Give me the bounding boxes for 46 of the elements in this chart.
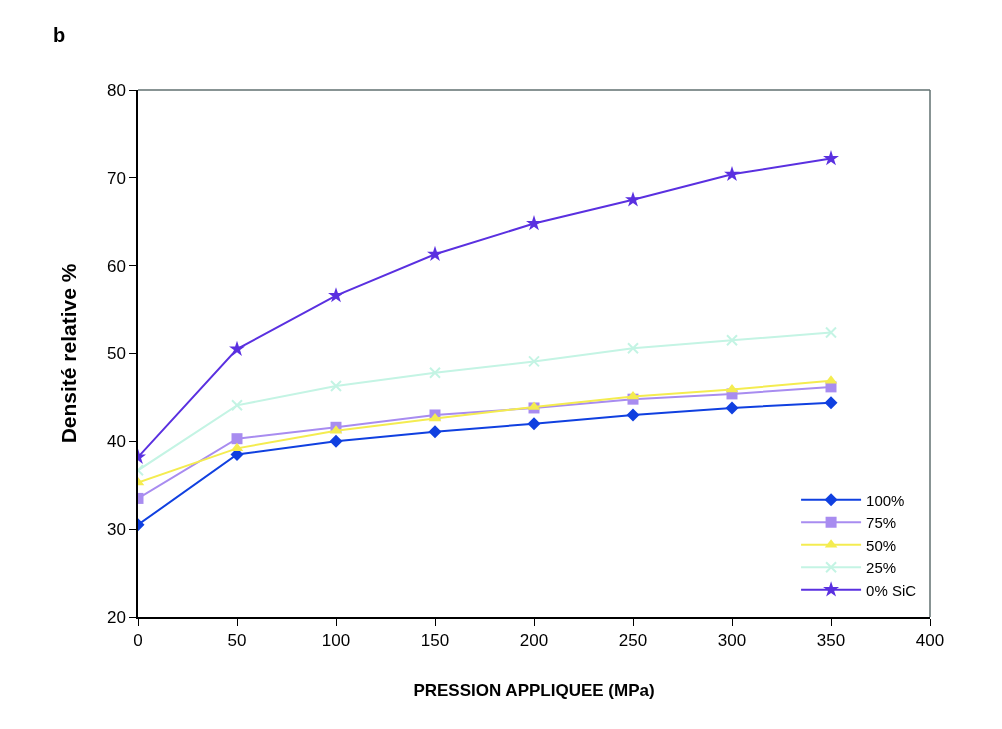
x-tick-label: 350 (816, 631, 846, 651)
y-tick-label: 40 (106, 432, 126, 452)
x-tick-label: 250 (618, 631, 648, 651)
x-tick-label: 150 (420, 631, 450, 651)
point (726, 334, 738, 347)
y-tick-label: 70 (106, 168, 126, 188)
point (231, 433, 243, 445)
legend-label: 50% (866, 536, 897, 554)
x-axis-title: PRESSION APPLIQUEE (MPa) (413, 681, 655, 701)
point (825, 326, 837, 339)
y-axis-title: Densité relative % (56, 263, 80, 444)
point (429, 366, 441, 379)
point (627, 342, 639, 355)
point (230, 442, 244, 452)
point (528, 355, 540, 368)
y-tick-label: 80 (106, 80, 126, 100)
point (231, 399, 243, 412)
y-tick-label: 20 (106, 607, 126, 627)
point (330, 380, 342, 392)
x-tick-label: 50 (227, 631, 247, 651)
point (626, 408, 640, 422)
point (526, 215, 542, 231)
y-tick-label: 50 (106, 344, 126, 364)
point (724, 165, 740, 182)
legend-label: 0% SiC (866, 581, 917, 599)
point (229, 340, 245, 356)
text: b (53, 24, 66, 46)
legend-label: 100% (866, 491, 905, 509)
point (328, 287, 344, 303)
x-tick-label: 300 (717, 631, 747, 651)
point (625, 191, 641, 207)
x-tick-label: 100 (321, 631, 351, 651)
x-tick-label: 400 (915, 631, 945, 651)
point (823, 150, 839, 166)
y-tick-label: 30 (106, 520, 126, 540)
y-tick-label: 60 (106, 256, 126, 276)
point (725, 401, 739, 415)
point (428, 425, 442, 439)
x-tick-label: 0 (133, 631, 143, 651)
legend-label: 75% (866, 514, 897, 532)
point (824, 396, 838, 410)
point (527, 417, 541, 431)
point (329, 434, 343, 448)
legend-label: 25% (866, 559, 897, 577)
x-tick-label: 200 (519, 631, 549, 651)
point (427, 245, 443, 262)
